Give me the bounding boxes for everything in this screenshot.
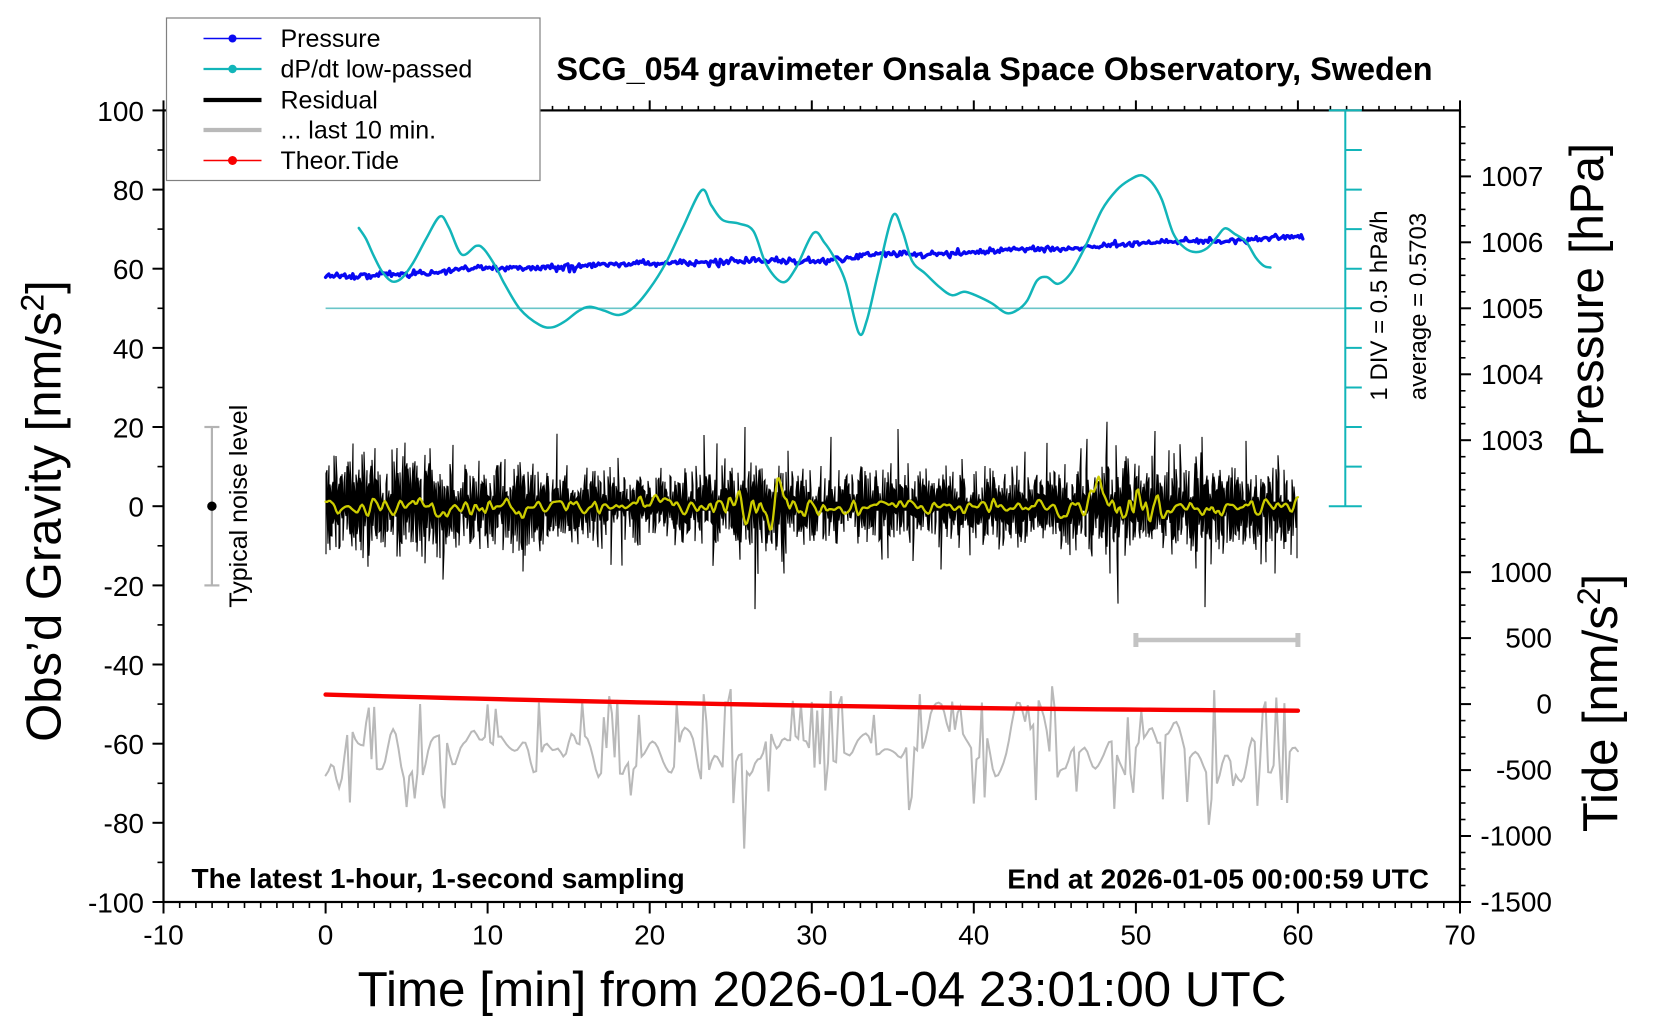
svg-text:Residual: Residual: [281, 87, 378, 115]
svg-text:500: 500: [1505, 623, 1552, 654]
svg-text:SCG_054 gravimeter Onsala Spac: SCG_054 gravimeter Onsala Space Observat…: [556, 51, 1432, 87]
svg-text:1005: 1005: [1481, 293, 1543, 324]
svg-text:Theor.Tide: Theor.Tide: [281, 147, 400, 175]
svg-text:0: 0: [1536, 689, 1552, 720]
svg-text:1006: 1006: [1481, 227, 1543, 258]
svg-text:Tide [nm/s2]: Tide [nm/s2]: [1571, 574, 1628, 832]
svg-text:1 DIV = 0.5 hPa/h: 1 DIV = 0.5 hPa/h: [1366, 210, 1393, 400]
svg-text:1004: 1004: [1481, 359, 1543, 390]
svg-text:Typical noise level: Typical noise level: [225, 405, 253, 608]
svg-text:... last 10 min.: ... last 10 min.: [281, 117, 437, 145]
svg-text:-20: -20: [104, 571, 144, 602]
svg-text:40: 40: [113, 333, 144, 364]
svg-text:The latest 1-hour, 1-second sa: The latest 1-hour, 1-second sampling: [192, 863, 685, 894]
svg-text:-500: -500: [1496, 755, 1552, 786]
svg-text:-1000: -1000: [1480, 821, 1552, 852]
svg-text:10: 10: [472, 920, 503, 951]
svg-text:dP/dt low-passed: dP/dt low-passed: [281, 56, 473, 84]
svg-text:70: 70: [1444, 920, 1475, 951]
svg-text:1003: 1003: [1481, 425, 1543, 456]
svg-text:1000: 1000: [1490, 557, 1552, 588]
svg-text:End at 2026-01-05 00:00:59 UTC: End at 2026-01-05 00:00:59 UTC: [1007, 864, 1429, 895]
svg-text:-1500: -1500: [1480, 887, 1552, 918]
svg-text:-80: -80: [104, 808, 144, 839]
svg-text:-60: -60: [104, 729, 144, 760]
svg-text:0: 0: [128, 492, 144, 523]
svg-text:60: 60: [113, 254, 144, 285]
svg-text:50: 50: [1120, 920, 1151, 951]
svg-text:-100: -100: [88, 887, 144, 918]
svg-text:100: 100: [97, 96, 144, 127]
svg-text:80: 80: [113, 175, 144, 206]
svg-text:Time [min] from 2026-01-04 23:: Time [min] from 2026-01-04 23:01:00 UTC: [358, 962, 1287, 1017]
svg-text:-40: -40: [104, 650, 144, 681]
svg-text:20: 20: [113, 412, 144, 443]
svg-text:40: 40: [958, 920, 989, 951]
svg-text:0: 0: [318, 920, 334, 951]
svg-text:Pressure [hPa]: Pressure [hPa]: [1561, 143, 1614, 457]
svg-text:Obs’d Gravity [nm/s2]: Obs’d Gravity [nm/s2]: [15, 280, 72, 742]
svg-text:-10: -10: [143, 920, 183, 951]
svg-text:30: 30: [796, 920, 827, 951]
svg-text:1007: 1007: [1481, 161, 1543, 192]
svg-text:average = 0.5703: average = 0.5703: [1405, 213, 1432, 401]
svg-text:60: 60: [1282, 920, 1313, 951]
svg-text:20: 20: [634, 920, 665, 951]
svg-text:Pressure: Pressure: [281, 25, 381, 53]
